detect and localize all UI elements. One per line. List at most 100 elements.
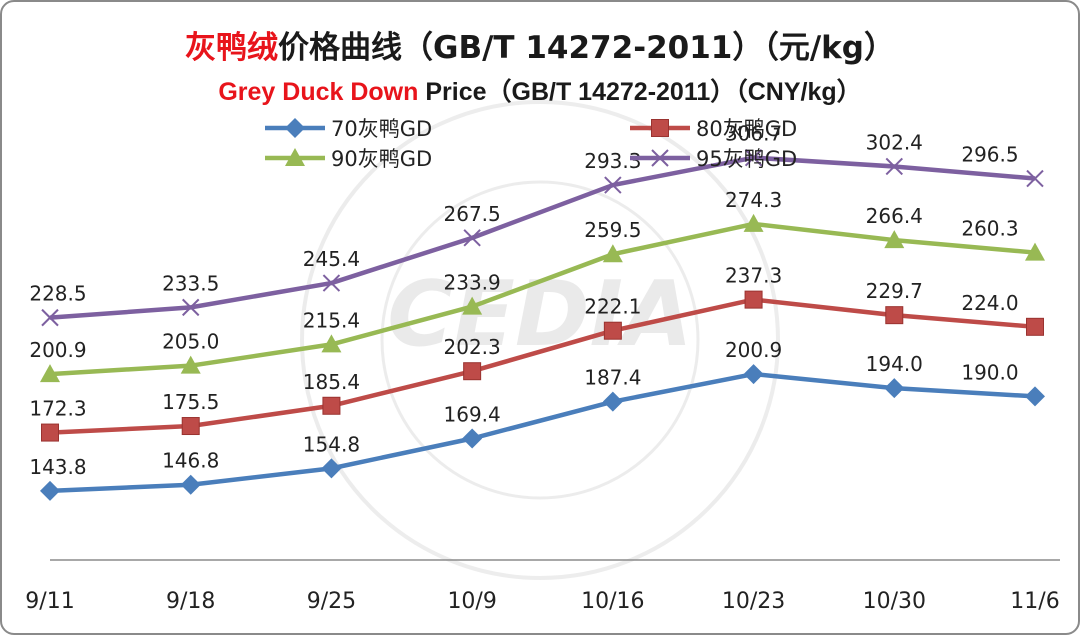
data-point-marker (744, 148, 763, 167)
legend-label: 70灰鸭GD (331, 117, 432, 141)
data-label: 205.0 (162, 330, 219, 354)
data-label: 260.3 (961, 217, 1018, 241)
data-point-marker (41, 423, 59, 442)
data-point-marker (322, 274, 341, 292)
data-point-marker (462, 296, 483, 315)
data-point-marker (884, 230, 905, 249)
data-point-marker (1026, 317, 1044, 336)
data-point-marker (885, 306, 904, 325)
data-point-marker (180, 355, 201, 374)
data-point-marker (462, 428, 483, 449)
x-tick-label: 10/9 (447, 589, 496, 614)
data-point-marker (40, 480, 60, 501)
series-line (49, 297, 1036, 435)
data-point-marker (321, 458, 342, 479)
data-label: 146.8 (162, 449, 219, 473)
data-point-marker (885, 157, 903, 176)
data-label: 267.5 (444, 202, 501, 226)
data-label: 224.0 (961, 291, 1018, 315)
data-point-marker (41, 308, 59, 327)
series-2: 172.3 175.5 185.4 202.3 222.1 237.3 229.7 224.0 (29, 264, 1044, 442)
series-line (49, 155, 1036, 320)
data-point-marker (603, 321, 622, 340)
data-label: 200.9 (29, 338, 86, 362)
series-layer: 143.8 146.8 154.8 169.4 187.4 200.9 194.0 190.0… (29, 122, 1045, 501)
data-label: 229.7 (866, 279, 923, 303)
data-label: 143.8 (29, 455, 86, 479)
data-point-marker (180, 474, 201, 495)
x-tick-label: 11/6 (1010, 589, 1059, 614)
data-point-marker (651, 149, 669, 167)
data-label: 259.5 (584, 218, 641, 242)
x-axis-ticks: 9/11 9/18 9/25 10/9 10/16 10/23 10/30 11/6 (25, 589, 1059, 614)
x-tick-label: 9/25 (307, 589, 356, 614)
title-en-rest: Price（GB/T 14272-2011）（CNY/kg） (418, 78, 862, 106)
data-point-marker (1026, 169, 1044, 188)
data-point-marker (181, 417, 200, 436)
data-label: 296.5 (961, 143, 1018, 167)
legend-label: 80灰鸭GD (696, 117, 797, 141)
data-point-marker (743, 213, 764, 232)
legend-label: 90灰鸭GD (331, 147, 432, 171)
x-tick-label: 10/16 (581, 589, 644, 614)
data-label: 190.0 (961, 360, 1018, 384)
watermark-logo: CEDIA (300, 100, 780, 580)
data-point-marker (651, 119, 669, 137)
x-tick-label: 9/11 (25, 589, 74, 614)
data-point-marker (463, 229, 481, 247)
chart-title-cn: 灰鸭绒价格曲线（GB/T 14272-2011）（元/kg） (0, 22, 1080, 67)
data-point-marker (1025, 386, 1045, 407)
series-line (49, 221, 1036, 377)
x-tick-label: 10/30 (863, 589, 926, 614)
data-point-marker (744, 290, 763, 309)
x-tick-label: 9/18 (166, 589, 215, 614)
data-point-marker (743, 364, 764, 385)
legend-item: 80灰鸭GD (630, 117, 797, 141)
data-point-marker (602, 244, 623, 263)
data-point-marker (321, 334, 342, 353)
legend-item: 90灰鸭GD (265, 147, 432, 171)
data-point-marker (322, 396, 341, 415)
series-1: 143.8 146.8 154.8 169.4 187.4 200.9 194.0 190.0 (29, 338, 1045, 501)
data-point-marker (285, 148, 305, 166)
data-point-marker (602, 391, 623, 412)
data-point-marker (40, 364, 60, 383)
data-label: 237.3 (725, 264, 782, 288)
title-cn-rest: 价格曲线（GB/T 14272-2011）（元/kg） (278, 30, 895, 66)
x-tick-label: 10/23 (722, 589, 785, 614)
data-label: 187.4 (584, 366, 641, 390)
data-label: 293.3 (584, 149, 641, 173)
data-point-marker (285, 118, 305, 138)
data-label: 200.9 (725, 338, 782, 362)
data-label: 185.4 (303, 370, 360, 394)
data-label: 202.3 (444, 335, 501, 359)
chart-title-en: Grey Duck Down Price（GB/T 14272-2011）（CN… (0, 72, 1080, 108)
series-4: 228.5 233.5 245.4 267.5 293.3 306.7 302.4 296.5 (29, 122, 1044, 327)
title-en-highlight: Grey Duck Down (218, 78, 419, 106)
data-label: 274.3 (725, 188, 782, 212)
legend-label: 95灰鸭GD (696, 147, 797, 171)
data-label: 266.4 (866, 204, 923, 228)
data-label: 154.8 (303, 432, 360, 456)
data-label: 228.5 (29, 282, 86, 306)
data-point-marker (1025, 242, 1045, 261)
title-cn-highlight: 灰鸭绒 (185, 30, 279, 66)
data-point-marker (182, 298, 200, 317)
legend-item: 70灰鸭GD (265, 117, 432, 141)
data-label: 302.4 (866, 130, 923, 154)
data-label: 175.5 (162, 390, 219, 414)
data-label: 215.4 (303, 308, 360, 332)
data-point-marker (463, 362, 482, 381)
data-label: 169.4 (444, 403, 501, 427)
data-label: 306.7 (725, 122, 782, 146)
data-label: 172.3 (29, 397, 86, 421)
data-label: 222.1 (584, 295, 641, 319)
data-point-marker (604, 176, 622, 194)
legend: 70灰鸭GD 80灰鸭GD 90灰鸭GD 95灰鸭GD (265, 117, 797, 171)
data-label: 194.0 (866, 352, 923, 376)
data-label: 233.9 (444, 271, 501, 295)
series-3: 200.9 205.0 215.4 233.9 259.5 274.3 266.4 260.3 (29, 188, 1045, 383)
legend-item: 95灰鸭GD (630, 147, 797, 171)
data-label: 245.4 (303, 247, 360, 271)
